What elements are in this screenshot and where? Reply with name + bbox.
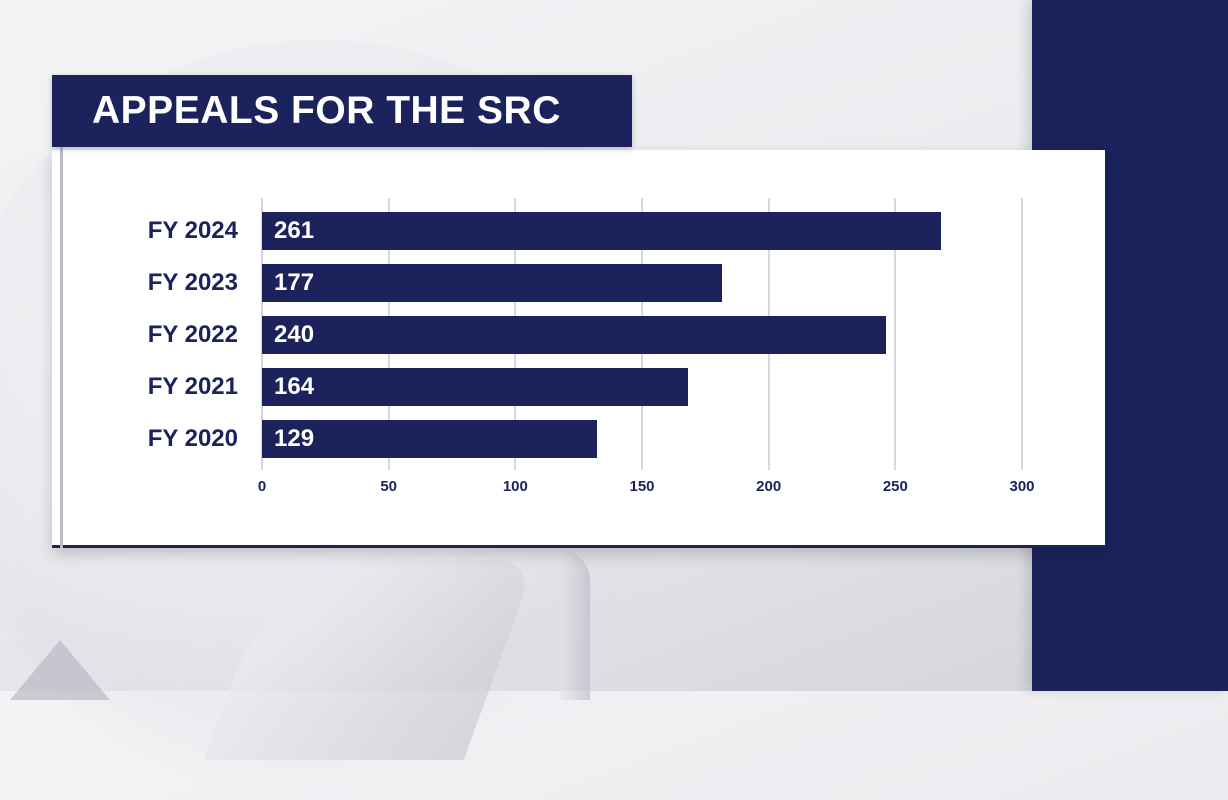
category-label: FY 2021 [147,373,238,400]
gridline [1021,198,1023,470]
x-tick-label: 100 [502,478,528,495]
bar-value-label: 177 [274,269,315,296]
x-tick-label: 150 [629,478,655,495]
bar-value-label: 164 [274,373,315,400]
x-tick-label: 250 [882,478,908,495]
background-shape [10,640,110,700]
x-tick-label: 0 [257,478,267,495]
bar: 177 [262,264,723,302]
gridline [894,198,897,470]
category-label: FY 2023 [147,269,238,296]
bar: 129 [262,420,598,458]
accent-line [60,75,63,548]
x-tick-label: 200 [756,478,782,495]
bar-value-label: 240 [274,321,315,348]
chart-title: APPEALS FOR THE SRC [92,89,561,132]
category-label: FY 2022 [147,321,238,348]
bar-value-label: 129 [274,425,315,452]
category-label: FY 2024 [147,217,238,244]
bar: 261 [262,212,941,250]
background-shape [560,550,590,700]
bar-value-label: 261 [274,217,315,244]
category-label: FY 2020 [147,425,238,452]
x-tick-label: 300 [1009,478,1035,495]
x-tick-label: 50 [380,478,397,495]
bar: 164 [262,368,689,406]
bar: 240 [262,316,886,354]
title-banner: APPEALS FOR THE SRC [52,75,632,147]
